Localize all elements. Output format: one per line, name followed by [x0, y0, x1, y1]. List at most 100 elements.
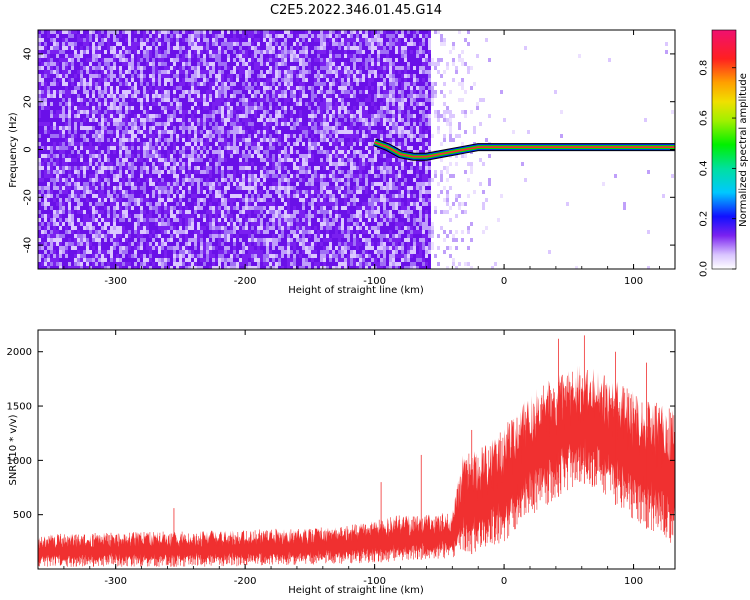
spectrogram-cell: [146, 62, 149, 66]
spectrogram-cell: [209, 110, 212, 114]
spectrogram-cell: [314, 142, 317, 146]
spectrogram-cell: [242, 102, 245, 106]
spectrogram-cell: [428, 166, 431, 170]
spectrogram-cell: [263, 54, 266, 58]
spectrogram-cell: [290, 30, 293, 34]
spectrogram-cell: [329, 90, 332, 94]
spectrogram-cell: [257, 122, 260, 126]
spectrogram-cell: [386, 174, 389, 178]
spectrogram-cell: [335, 170, 338, 174]
spectrogram-cell: [374, 154, 377, 158]
spectrogram-cell: [323, 78, 326, 82]
spectrogram-cell: [101, 78, 104, 82]
spectrogram-cell: [272, 70, 275, 74]
spectrogram-cell: [104, 34, 107, 38]
spectrogram-cell: [155, 146, 158, 150]
spectrogram-cell: [101, 158, 104, 162]
spectrogram-cell: [302, 66, 305, 70]
spectrogram-cell: [38, 138, 41, 142]
spectrogram-cell: [341, 118, 344, 122]
spectrogram-cell: [74, 130, 77, 134]
spectrogram-cell: [329, 102, 332, 106]
spectrogram-cell: [449, 122, 452, 126]
spectrogram-cell: [101, 154, 104, 158]
spectrogram-cell: [344, 30, 347, 34]
spectrogram-cell: [437, 62, 440, 66]
spectrogram-cell: [62, 154, 65, 158]
spectrogram-cell: [50, 150, 53, 154]
spectrogram-cell: [305, 146, 308, 150]
spectrogram-cell: [89, 106, 92, 110]
spectrogram-cell: [164, 130, 167, 134]
spectrogram-cell: [296, 98, 299, 102]
spectrogram-cell: [236, 82, 239, 86]
spectrogram-cell: [242, 158, 245, 162]
spectrogram-cell: [332, 34, 335, 38]
spectrogram-cell: [71, 74, 74, 78]
spectrogram-cell: [38, 90, 41, 94]
spectrogram-cell: [164, 42, 167, 46]
spectrogram-cell: [122, 130, 125, 134]
spectrogram-cell: [305, 110, 308, 114]
spectrogram-cell: [164, 30, 167, 34]
spectrogram-cell: [383, 54, 386, 58]
spectrogram-cell: [362, 102, 365, 106]
spectrogram-cell: [335, 78, 338, 82]
spectrogram-cell: [47, 154, 50, 158]
spectrogram-cell: [242, 138, 245, 142]
spectrogram-cell: [158, 78, 161, 82]
spectrogram-cell: [224, 34, 227, 38]
spectrogram-cell: [377, 126, 380, 130]
spectrogram-cell: [182, 42, 185, 46]
spectrogram-cell: [200, 30, 203, 34]
spectrogram-cell: [416, 50, 419, 54]
spectrogram-cell: [143, 74, 146, 78]
spectrogram-cell: [167, 118, 170, 122]
spectrogram-cell: [89, 62, 92, 66]
spectrogram-cell: [410, 130, 413, 134]
spectrogram-cell: [173, 94, 176, 98]
spectrogram-cell: [221, 114, 224, 118]
spectrogram-cell: [83, 158, 86, 162]
spectrogram-cell: [338, 98, 341, 102]
spectrogram-cell: [86, 134, 89, 138]
spectrogram-cell: [350, 86, 353, 90]
spectrogram-cell: [266, 62, 269, 66]
spectrogram-cell: [407, 122, 410, 126]
spectrogram-cell: [254, 130, 257, 134]
spectrogram-cell: [200, 138, 203, 142]
spectrogram-cell: [230, 50, 233, 54]
spectrogram-cell: [71, 62, 74, 66]
spectrogram-cell: [380, 106, 383, 110]
spectrogram-cell: [377, 38, 380, 42]
spectrogram-cell: [143, 174, 146, 178]
spectrogram-cell: [47, 46, 50, 50]
spectrogram-cell: [425, 42, 428, 46]
spectrogram-cell: [374, 146, 377, 150]
spectrogram-cell: [362, 74, 365, 78]
spectrogram-cell: [311, 166, 314, 170]
spectrogram-cell: [140, 126, 143, 130]
spectrogram-cell: [311, 114, 314, 118]
spectrogram-cell: [314, 106, 317, 110]
spectrogram-cell: [233, 162, 236, 166]
spectrogram-cell: [149, 66, 152, 70]
spectrogram-cell: [419, 34, 422, 38]
spectrogram-cell: [194, 150, 197, 154]
spectrogram-cell: [224, 102, 227, 106]
spectrogram-cell: [338, 50, 341, 54]
spectrogram-cell: [200, 38, 203, 42]
spectrogram-cell: [65, 126, 68, 130]
spectrogram-cell: [410, 58, 413, 62]
spectrogram-cell: [146, 162, 149, 166]
spectrogram-cell: [125, 46, 128, 50]
spectrogram-cell: [413, 126, 416, 130]
spectrogram-cell: [389, 74, 392, 78]
spectrogram-cell: [158, 46, 161, 50]
spectrogram-cell: [71, 86, 74, 90]
spectrogram-cell: [86, 122, 89, 126]
spectrogram-cell: [281, 34, 284, 38]
spectrogram-cell: [41, 98, 44, 102]
spectrogram-cell: [44, 66, 47, 70]
spectrogram-cell: [239, 146, 242, 150]
